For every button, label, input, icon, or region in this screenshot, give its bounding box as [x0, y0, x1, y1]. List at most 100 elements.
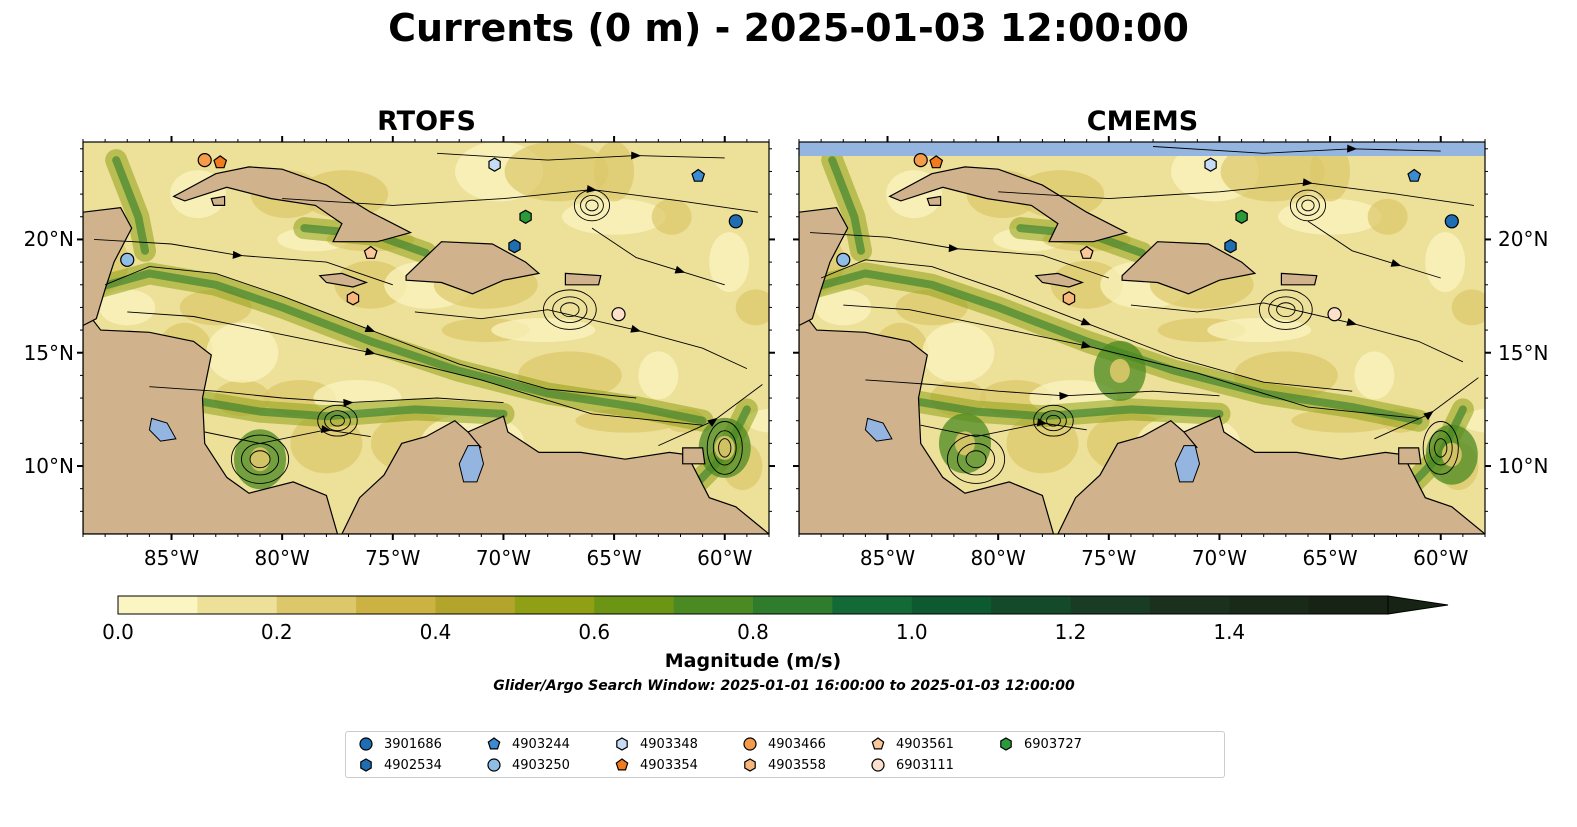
- legend-circle-marker: [871, 758, 885, 772]
- no-data-strip: [799, 142, 1485, 156]
- eddy-streamline: [1428, 430, 1453, 466]
- land-trinidad: [682, 447, 706, 465]
- land-puerto-rico: [1280, 272, 1318, 286]
- float-3901686: [728, 214, 743, 229]
- eddy-streamline: [1268, 296, 1304, 323]
- legend-marker-hexagon: [1000, 737, 1012, 751]
- float-4903348: [488, 157, 501, 172]
- colorbar-segment: [1229, 596, 1310, 614]
- speed-patch: [504, 142, 609, 202]
- eddy-streamline: [1276, 302, 1296, 318]
- float-4902534: [1224, 239, 1237, 254]
- float-4903244: [691, 168, 706, 182]
- legend-entry: 4903250: [486, 757, 570, 773]
- current-core: [83, 269, 707, 425]
- eddy-streamline: [1422, 421, 1459, 475]
- streamline: [1307, 220, 1441, 279]
- legend-label: 3901686: [384, 736, 442, 752]
- colorbar-tick-label: 0.8: [737, 620, 769, 644]
- colorbar-segment: [753, 596, 833, 614]
- legend-marker-hexagon: [744, 758, 756, 772]
- float-4903561: [363, 245, 378, 259]
- map-frame: [82, 141, 770, 535]
- stream-arrow: [1080, 317, 1092, 326]
- streamline: [820, 259, 1353, 392]
- float-4903558: [346, 291, 360, 306]
- stream-arrow: [232, 250, 243, 259]
- colorbar-tick-label: 1.2: [1054, 620, 1087, 644]
- lake-nicaragua: [864, 417, 893, 442]
- stream-arrow: [586, 184, 597, 193]
- legend-circle-marker: [359, 737, 373, 751]
- speed-patch: [1425, 232, 1466, 293]
- float-4903244: [1407, 168, 1422, 182]
- speed-patch: [99, 289, 156, 326]
- float-4903250: [120, 252, 135, 267]
- speed-patch: [1354, 351, 1395, 400]
- legend-entry: 4903348: [614, 736, 698, 752]
- eddy-streamline: [542, 289, 597, 330]
- eddy-streamline: [573, 189, 611, 222]
- float-4903354: [929, 155, 944, 169]
- stream-arrow: [707, 417, 718, 427]
- legend-marker-circle: [871, 758, 885, 772]
- eddy-streamline: [1296, 194, 1320, 216]
- legend-circle-marker: [743, 737, 757, 751]
- legend-entry: 4903558: [742, 757, 826, 773]
- eddy-streamline: [585, 199, 599, 212]
- streamline: [865, 379, 1220, 397]
- eddy-streamline: [718, 438, 732, 458]
- land-hispaniola: [405, 241, 541, 295]
- eddy-streamline: [706, 421, 743, 475]
- colorbar-segment: [435, 596, 516, 614]
- colorbar-segment: [832, 596, 913, 614]
- colorbar-tick-label: 1.4: [1213, 620, 1246, 644]
- speed-patch: [1367, 198, 1408, 235]
- colorbar: [117, 595, 1449, 615]
- speed-patch: [638, 351, 679, 400]
- eddy-streamline: [324, 410, 351, 432]
- colorbar-ticks: 0.0 0.2 0.4 0.6 0.8 1.0 1.2 1.4: [0, 620, 1577, 650]
- eddy-streamline: [965, 450, 987, 469]
- float-4903348: [1204, 157, 1217, 172]
- eddy-streamline: [552, 296, 588, 323]
- legend-marker-hexagon: [360, 758, 372, 772]
- legend-marker-pentagon: [615, 758, 629, 771]
- speed-patch: [562, 198, 667, 235]
- stream-arrow: [948, 244, 959, 253]
- float-4902534: [508, 239, 521, 254]
- speed-patch: [922, 322, 995, 383]
- legend-label: 4903558: [768, 757, 826, 773]
- stream-arrow: [343, 398, 354, 407]
- speed-patch: [491, 318, 596, 343]
- streamline: [998, 182, 1474, 206]
- speed-patch: [1220, 142, 1325, 202]
- streamline: [1130, 302, 1464, 363]
- colorbar-segment: [1308, 596, 1389, 614]
- land-central-america: [799, 306, 1055, 534]
- current-core: [112, 156, 149, 255]
- speed-patch: [815, 289, 872, 326]
- legend-label: 6903111: [896, 757, 954, 773]
- search-window-subtitle: Glider/Argo Search Window: 2025-01-01 16…: [493, 678, 1075, 694]
- speed-patch: [1451, 289, 1485, 326]
- eddy-streamline: [240, 443, 280, 476]
- current-core: [799, 269, 1423, 425]
- stream-arrow: [1347, 144, 1358, 153]
- colorbar-segment: [118, 596, 198, 614]
- float-6903727: [1235, 209, 1248, 224]
- float-4903466: [913, 153, 928, 168]
- streamline: [104, 266, 637, 399]
- float-6903111: [1327, 307, 1342, 322]
- lake-nicaragua: [148, 417, 177, 442]
- land-jamaica: [318, 272, 369, 288]
- map-frame: [798, 141, 1486, 535]
- legend-marker-circle: [743, 737, 757, 751]
- panel-title-rtofs: RTOFS: [377, 106, 476, 137]
- float-6903727: [519, 209, 532, 224]
- stream-arrow: [1346, 318, 1358, 326]
- lake-maracaibo: [1174, 445, 1201, 483]
- legend-marker-circle: [487, 758, 501, 772]
- eddy-streamline: [712, 430, 737, 466]
- legend-marker-pentagon: [871, 737, 885, 750]
